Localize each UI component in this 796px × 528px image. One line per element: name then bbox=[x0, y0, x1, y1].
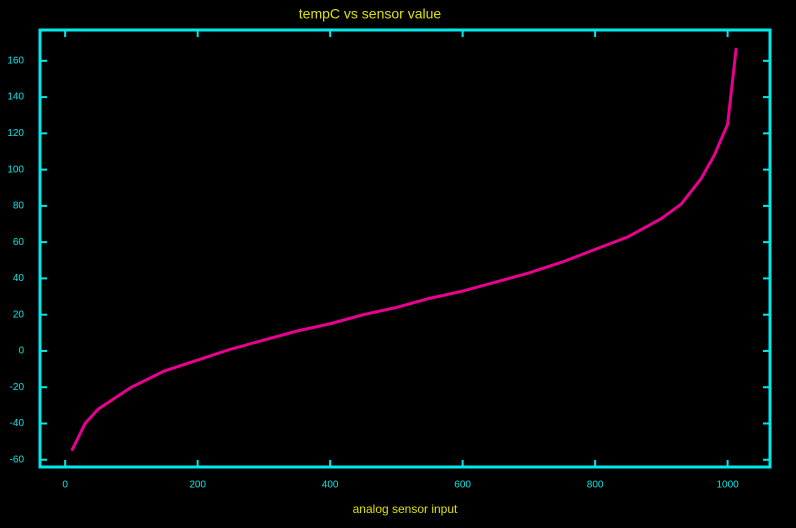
x-tick-label: 0 bbox=[62, 480, 68, 491]
y-tick-label: 40 bbox=[13, 273, 25, 284]
x-tick-label: 200 bbox=[189, 480, 206, 491]
y-tick-label: -60 bbox=[10, 454, 25, 465]
y-tick-label: -40 bbox=[10, 418, 25, 429]
chart-title: tempC vs sensor value bbox=[299, 6, 442, 22]
y-tick-label: 60 bbox=[13, 237, 25, 248]
y-tick-label: 0 bbox=[18, 346, 24, 357]
y-tick-label: 20 bbox=[13, 309, 25, 320]
y-tick-label: 80 bbox=[13, 201, 25, 212]
y-tick-label: 100 bbox=[7, 164, 24, 175]
x-axis-label: analog sensor input bbox=[353, 502, 458, 516]
y-tick-label: 140 bbox=[7, 92, 24, 103]
y-tick-label: 160 bbox=[7, 55, 24, 66]
x-tick-label: 800 bbox=[587, 480, 604, 491]
x-tick-label: 400 bbox=[322, 480, 339, 491]
data-line bbox=[70, 47, 738, 452]
x-tick-label: 600 bbox=[454, 480, 471, 491]
y-tick-label: -20 bbox=[10, 382, 25, 393]
x-tick-label: 1000 bbox=[716, 480, 739, 491]
y-tick-label: 120 bbox=[7, 128, 24, 139]
plot-frame bbox=[38, 28, 772, 469]
